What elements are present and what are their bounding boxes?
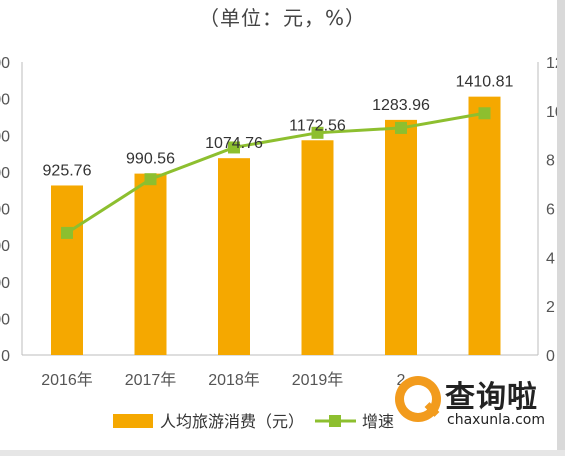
y-left-tick-label: 0 — [1, 348, 10, 365]
x-tick-label: 2017年 — [125, 371, 177, 389]
growth-line — [66, 111, 485, 235]
image-frame-right — [557, 0, 565, 456]
y-left-tick-label: 00 — [0, 92, 10, 109]
bar-data-label: 925.76 — [43, 162, 92, 179]
bar-data-label: 1074.76 — [205, 135, 263, 152]
growth-marker — [144, 173, 157, 186]
y-left-tick-label: 00 — [0, 275, 10, 292]
y-left-tick-label: 00 — [0, 165, 10, 182]
x-tick-label: 2019年 — [292, 371, 344, 389]
x-tick-label: 2018年 — [208, 371, 260, 389]
y-right-tick-label: 2 — [546, 299, 555, 316]
bar-data-label: 1172.56 — [289, 117, 346, 134]
bar-series — [51, 96, 501, 356]
magnifier-icon — [395, 376, 441, 422]
legend-swatch-marker — [329, 415, 341, 427]
growth-marker — [395, 121, 407, 134]
y-left-tick-label: 00 — [0, 128, 10, 145]
bar-data-label: 990.56 — [126, 151, 175, 168]
bar — [134, 173, 167, 355]
x-tick-label: 2 — [397, 372, 406, 389]
y-left-tick-label: 00 — [0, 55, 10, 72]
y-right-tick-label: 0 — [546, 348, 555, 365]
watermark-brand: 查询啦 — [445, 380, 538, 415]
bar — [468, 96, 501, 355]
bar — [51, 185, 83, 355]
chart-legend: 人均旅游消费（元） 增速 — [113, 413, 394, 431]
legend-label-bar: 人均旅游消费（元） — [160, 413, 304, 431]
growth-marker — [61, 226, 73, 239]
bar — [218, 158, 250, 355]
bar — [385, 119, 417, 356]
data-labels: 925.76 990.56 1074.76 1172.56 1283.96 1410.81 — [43, 74, 514, 180]
growth-marker — [228, 141, 240, 154]
watermark-logo: 查询啦 chaxunla.com — [395, 368, 565, 438]
growth-marker — [311, 126, 324, 139]
watermark-url: chaxunla.com — [447, 412, 545, 428]
y-left-tick-label: 00 — [0, 311, 10, 328]
y-left-tick-label: 00 — [0, 202, 10, 219]
y-right-tick-label: 4 — [546, 250, 555, 267]
legend-label-line: 增速 — [362, 413, 394, 431]
x-tick-label: 2016年 — [41, 371, 93, 389]
bar-data-label: 1410.81 — [456, 74, 514, 91]
growth-marker — [478, 107, 491, 120]
legend-swatch-bar — [113, 414, 153, 428]
line-series — [61, 107, 491, 239]
chart-unit-label: （单位：元，%） — [198, 6, 366, 30]
y-right-tick-label: 6 — [546, 202, 555, 219]
y-right-tick-label: 8 — [546, 153, 555, 170]
y-left-tick-label: 00 — [0, 238, 10, 255]
bar — [301, 140, 334, 355]
image-frame-bottom — [0, 450, 565, 456]
bar-data-label: 1283.96 — [372, 97, 430, 114]
